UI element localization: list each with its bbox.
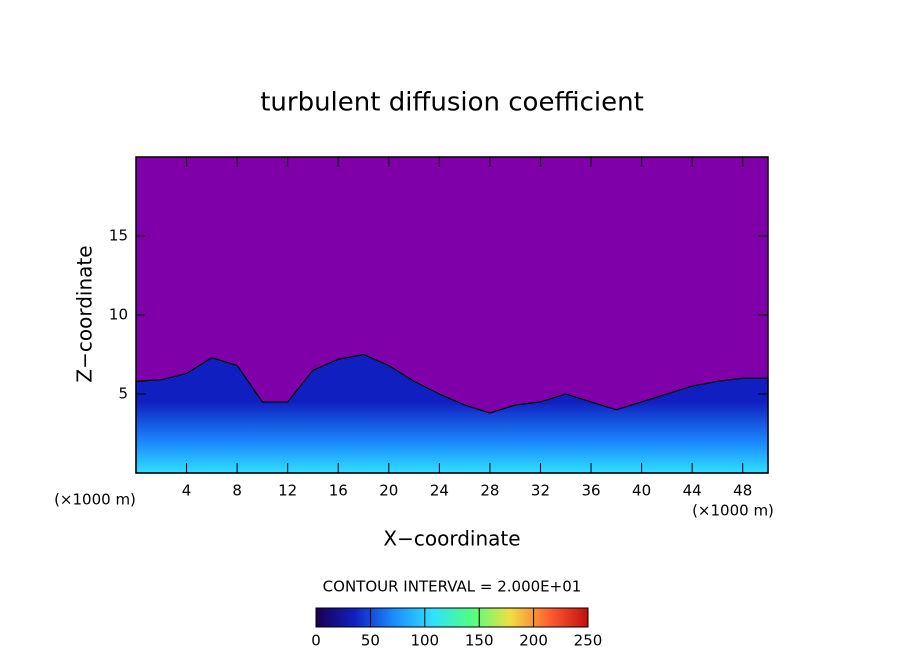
turbulent-region — [135, 353, 769, 474]
colorbar-tick-label: 250 — [574, 632, 603, 650]
colorbar-tick-label: 150 — [465, 632, 494, 650]
y-unit-label: (×1000 m) — [54, 491, 136, 509]
y-tick-label: 5 — [118, 385, 128, 403]
x-tick-label: 48 — [733, 482, 752, 500]
x-tick-label: 44 — [683, 482, 702, 500]
x-tick-label: 24 — [430, 482, 449, 500]
x-tick-label: 12 — [278, 482, 297, 500]
x-tick-label: 8 — [232, 482, 242, 500]
colorbar — [315, 607, 589, 628]
x-tick-label: 40 — [632, 482, 651, 500]
x-axis-label: X−coordinate — [383, 527, 520, 551]
x-unit-label: (×1000 m) — [692, 502, 774, 520]
y-tick-label: 15 — [109, 227, 128, 245]
x-tick-label: 36 — [581, 482, 600, 500]
contour-interval: CONTOUR INTERVAL = 2.000E+01 — [323, 578, 582, 596]
y-tick-label: 10 — [109, 306, 128, 324]
y-axis-label: Z−coordinate — [73, 245, 97, 382]
x-tick-label: 32 — [531, 482, 550, 500]
x-tick-label: 20 — [379, 482, 398, 500]
chart-title: turbulent diffusion coefficient — [260, 88, 644, 118]
x-tick-label: 4 — [182, 482, 192, 500]
colorbar-tick-label: 200 — [519, 632, 548, 650]
colorbar-tick-label: 100 — [410, 632, 439, 650]
colorbar-tick-label: 50 — [361, 632, 380, 650]
x-tick-label: 16 — [329, 482, 348, 500]
colorbar-tick-label: 0 — [311, 632, 321, 650]
x-tick-label: 28 — [480, 482, 499, 500]
